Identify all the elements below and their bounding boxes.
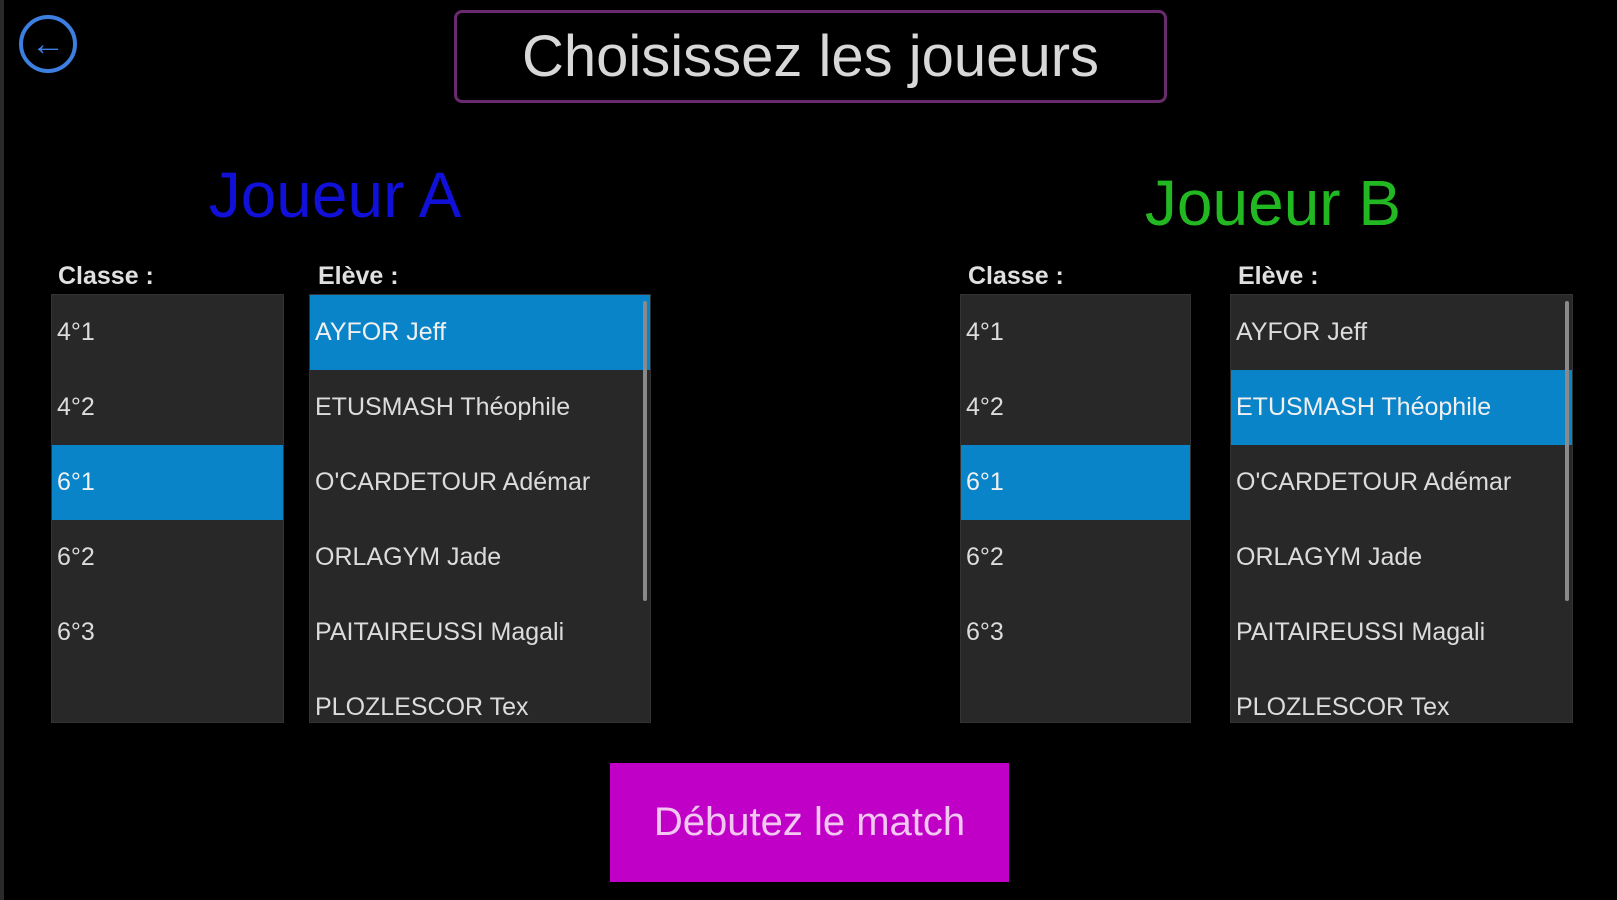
player-b-classe-label: Classe : — [968, 262, 1064, 290]
player-a-class-list[interactable]: 4°1 4°2 6°1 6°2 6°3 — [52, 295, 283, 722]
class-list-item[interactable]: 6°1 — [52, 445, 283, 520]
student-list-item[interactable]: ETUSMASH Théophile — [1231, 370, 1572, 445]
class-list-item[interactable]: 6°3 — [966, 618, 1004, 646]
class-list-item[interactable]: 6°2 — [966, 543, 1004, 571]
class-list-item[interactable]: 4°1 — [57, 318, 95, 346]
student-list-item[interactable]: ORLAGYM Jade — [1236, 543, 1423, 571]
player-b-eleve-label: Elève : — [1238, 262, 1319, 290]
player-b-student-list[interactable]: AYFOR Jeff ETUSMASH Théophile O'CARDETOUR … — [1231, 295, 1572, 722]
class-list-item[interactable]: 4°2 — [57, 393, 95, 421]
class-list-item[interactable]: 6°2 — [57, 543, 95, 571]
player-a-title: Joueur A — [208, 159, 462, 231]
player-a-eleve-label: Elève : — [318, 262, 399, 290]
student-list-item[interactable]: PAITAIREUSSI Magali — [1236, 618, 1486, 646]
page-title-text: Choisissez les joueurs — [521, 24, 1100, 89]
start-match-label: Débutez le match — [653, 800, 966, 844]
student-list-item[interactable]: AYFOR Jeff — [1236, 318, 1368, 346]
student-list-item[interactable]: O'CARDETOUR Adémar — [1236, 468, 1512, 496]
class-list-item[interactable]: 4°2 — [966, 393, 1004, 421]
scrollbar[interactable] — [643, 301, 647, 601]
student-list-item[interactable]: PLOZLESCOR Tex — [315, 693, 529, 721]
class-list-item[interactable]: 4°1 — [966, 318, 1004, 346]
student-list-item[interactable]: AYFOR Jeff — [310, 295, 650, 370]
player-a-classe-label: Classe : — [58, 262, 154, 290]
page-title: Choisissez les joueurs — [454, 10, 1167, 103]
student-list-item[interactable]: PAITAIREUSSI Magali — [315, 618, 565, 646]
student-list-item[interactable]: ETUSMASH Théophile — [315, 393, 571, 421]
player-b-title: Joueur B — [1144, 167, 1402, 239]
student-list-item[interactable]: PLOZLESCOR Tex — [1236, 693, 1450, 721]
class-list-item[interactable]: 6°1 — [961, 445, 1190, 520]
player-a-student-list[interactable]: AYFOR Jeff ETUSMASH Théophile O'CARDETOUR … — [310, 295, 650, 722]
scrollbar[interactable] — [1565, 301, 1569, 601]
student-list-item[interactable]: O'CARDETOUR Adémar — [315, 468, 591, 496]
back-button[interactable]: ← — [19, 15, 77, 73]
player-b-class-list[interactable]: 4°1 4°2 6°1 6°2 6°3 — [961, 295, 1190, 722]
window-edge — [0, 0, 4, 900]
student-list-item[interactable]: ORLAGYM Jade — [315, 543, 502, 571]
class-list-item[interactable]: 6°3 — [57, 618, 95, 646]
arrow-left-icon: ← — [31, 25, 65, 63]
start-match-button[interactable]: Débutez le match — [610, 763, 1009, 882]
